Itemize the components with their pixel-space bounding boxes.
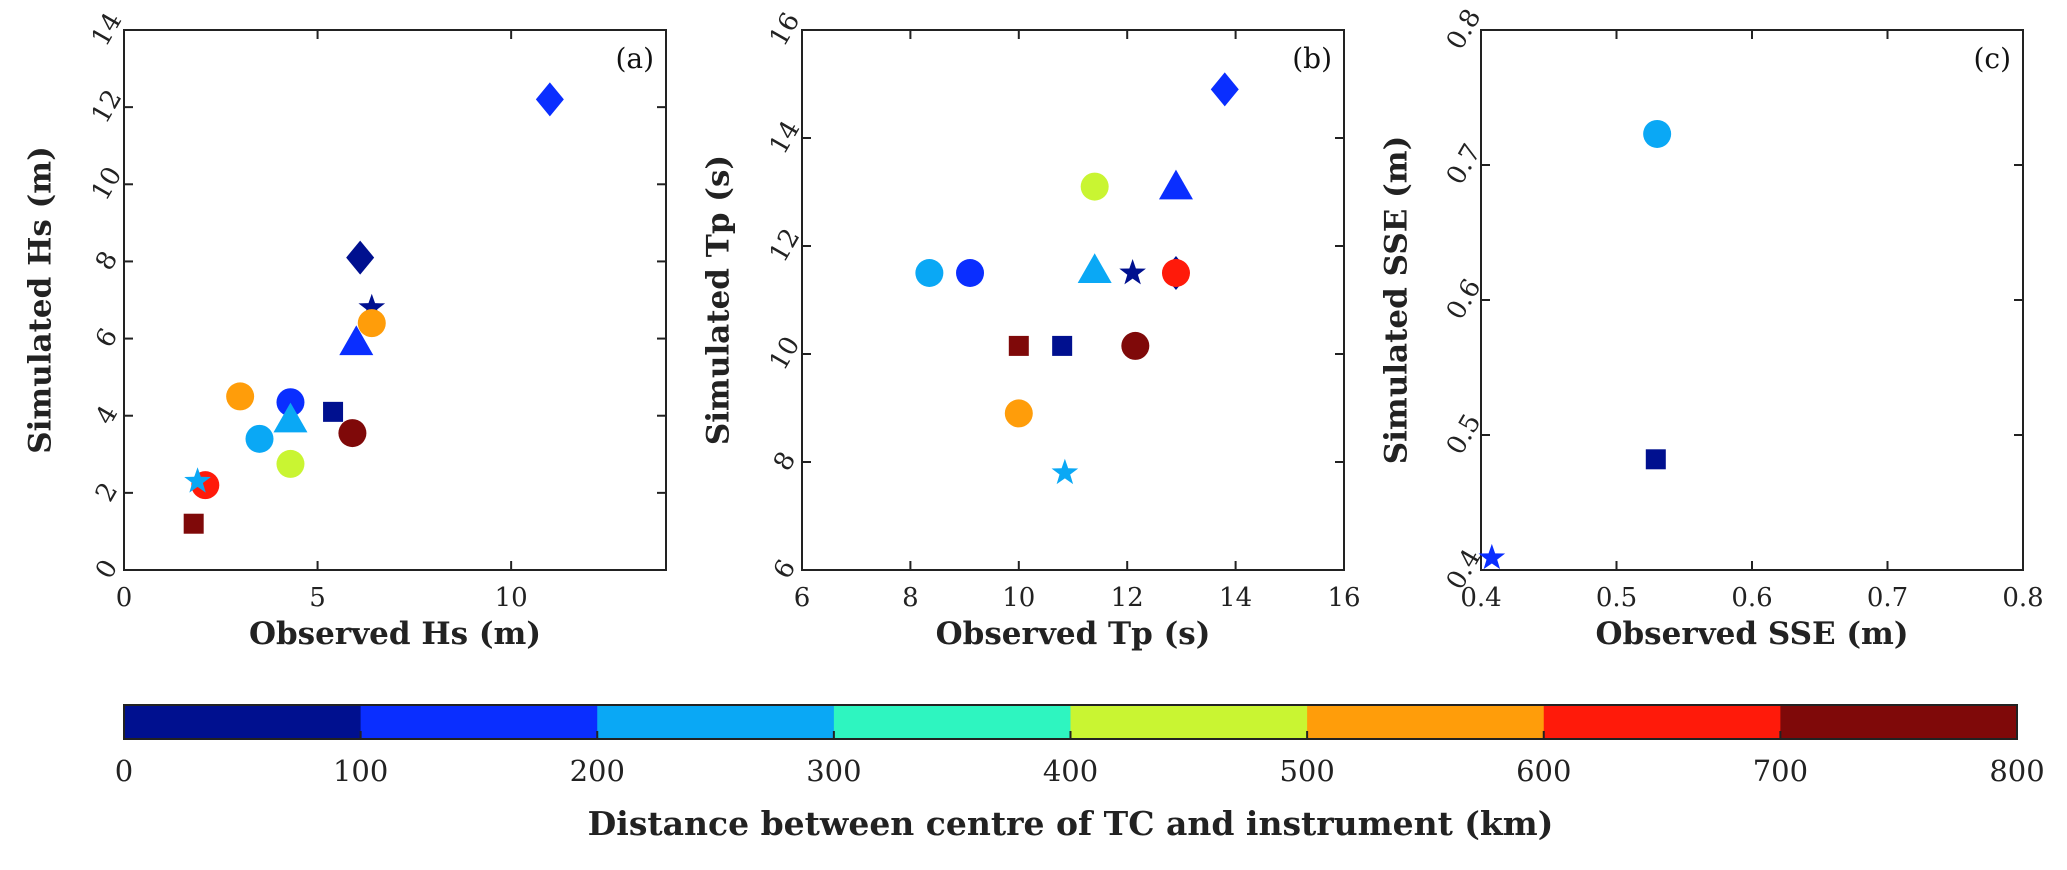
panel-label: (b) [1292,42,1332,75]
point-circle [1121,331,1150,360]
panel-a: 0 5 10 0 2 4 6 8 10 12 14 Observed Hs (m) Simulated … [23,8,667,652]
x-tick-label: 16 [1327,583,1360,613]
point-circle [226,382,255,411]
y-axis-label: Simulated Hs (m) [23,146,59,454]
point-circle [1643,119,1672,148]
axes-frame [801,29,1345,571]
colorbar-segment [597,705,835,739]
colorbar-tick-label: 0 [115,754,133,788]
point-circle [276,449,305,478]
colorbar: 0 100 200 300 400 500 600 700 800 Distance betwee… [115,704,2045,843]
y-tick-label: 6 [768,555,802,584]
colorbar-segment [1780,705,2018,739]
x-tick-label: 5 [309,583,326,613]
colorbar-tick-label: 800 [1989,754,2044,788]
y-tick-label: 2 [90,478,124,507]
y-tick-label: 8 [768,447,802,476]
y-tick-label: 0 [90,555,124,584]
colorbar-segment [1543,705,1781,739]
point-diamond [1210,72,1239,107]
x-tick-label: 0.4 [1460,583,1501,613]
x-tick-label: 12 [1111,583,1144,613]
y-tick-label: 6 [90,323,124,352]
point-diamond [535,82,564,117]
colorbar-segment [1070,705,1308,739]
point-circle [956,259,985,287]
point-star [1478,543,1506,570]
y-tick-label: 10 [86,162,129,206]
point-star [1051,458,1079,485]
colorbar-tick-label: 200 [570,754,625,788]
x-tick-label: 14 [1219,583,1252,613]
y-tick-label: 12 [764,224,807,268]
x-tick-label: 0.6 [1731,583,1772,613]
point-star [1119,259,1146,285]
y-axis-label: Simulated Tp (s) [701,155,737,445]
y-tick-label: 12 [86,85,129,129]
y-tick-label: 8 [90,246,124,275]
point-circle [1161,259,1190,287]
point-triangle [273,402,308,433]
point-star [358,293,386,320]
point-circle [245,424,274,453]
colorbar-segment [833,705,1071,739]
colorbar-tick-label: 600 [1516,754,1571,788]
x-axis-label: Observed SSE (m) [1595,616,1908,652]
x-tick-label: 0.7 [1867,583,1908,613]
point-square [1645,449,1666,470]
y-tick-label: 14 [764,116,807,160]
point-circle [1004,399,1033,428]
colorbar-segment [1307,705,1545,739]
x-tick-label: 0 [116,583,133,613]
colorbar-tick-label: 400 [1043,754,1098,788]
x-tick-label: 8 [902,583,919,613]
y-tick-label: 10 [764,332,807,376]
point-circle [915,259,944,287]
point-star [184,467,211,493]
point-circle [357,309,386,338]
point-triangle [1077,253,1112,284]
x-tick-label: 0.5 [1596,583,1637,613]
x-tick-label: 6 [794,583,811,613]
colorbar-tick-label: 300 [806,754,861,788]
x-tick-label: 0.8 [2002,583,2043,613]
y-tick-label: 4 [90,401,124,430]
panel-label: (c) [1973,42,2011,75]
point-circle [1080,172,1109,201]
panel-b: 6 8 10 12 14 16 6 8 10 12 14 16 Observed Tp (s) Simul… [701,8,1361,652]
point-square [1052,335,1073,356]
y-tick-label: 14 [86,8,129,52]
point-circle [338,419,367,448]
x-tick-label: 10 [495,583,528,613]
colorbar-label: Distance between centre of TC and instru… [588,804,1554,843]
colorbar-segment [360,705,598,739]
colorbar-tick-label: 100 [333,754,388,788]
point-circle [276,388,305,417]
scatter-panels: 0 5 10 0 2 4 6 8 10 12 14 Observed Hs (m) Simulated … [23,4,2044,652]
colorbar-tick-label: 700 [1753,754,1808,788]
x-axis-label: Observed Hs (m) [249,616,541,652]
point-square [323,401,344,422]
panel-label: (a) [615,42,654,75]
point-diamond [346,240,375,275]
y-axis-label: Simulated SSE (m) [1379,136,1415,465]
point-triangle [339,325,374,356]
axes-frame [1480,29,2024,571]
x-tick-label: 10 [1002,583,1035,613]
point-square [183,513,204,534]
colorbar-tick-label: 500 [1279,754,1334,788]
colorbar-segment [124,705,362,739]
x-axis-label: Observed Tp (s) [936,616,1211,652]
y-tick-label: 16 [764,8,807,52]
point-triangle [1158,169,1193,200]
point-square [1008,335,1029,356]
